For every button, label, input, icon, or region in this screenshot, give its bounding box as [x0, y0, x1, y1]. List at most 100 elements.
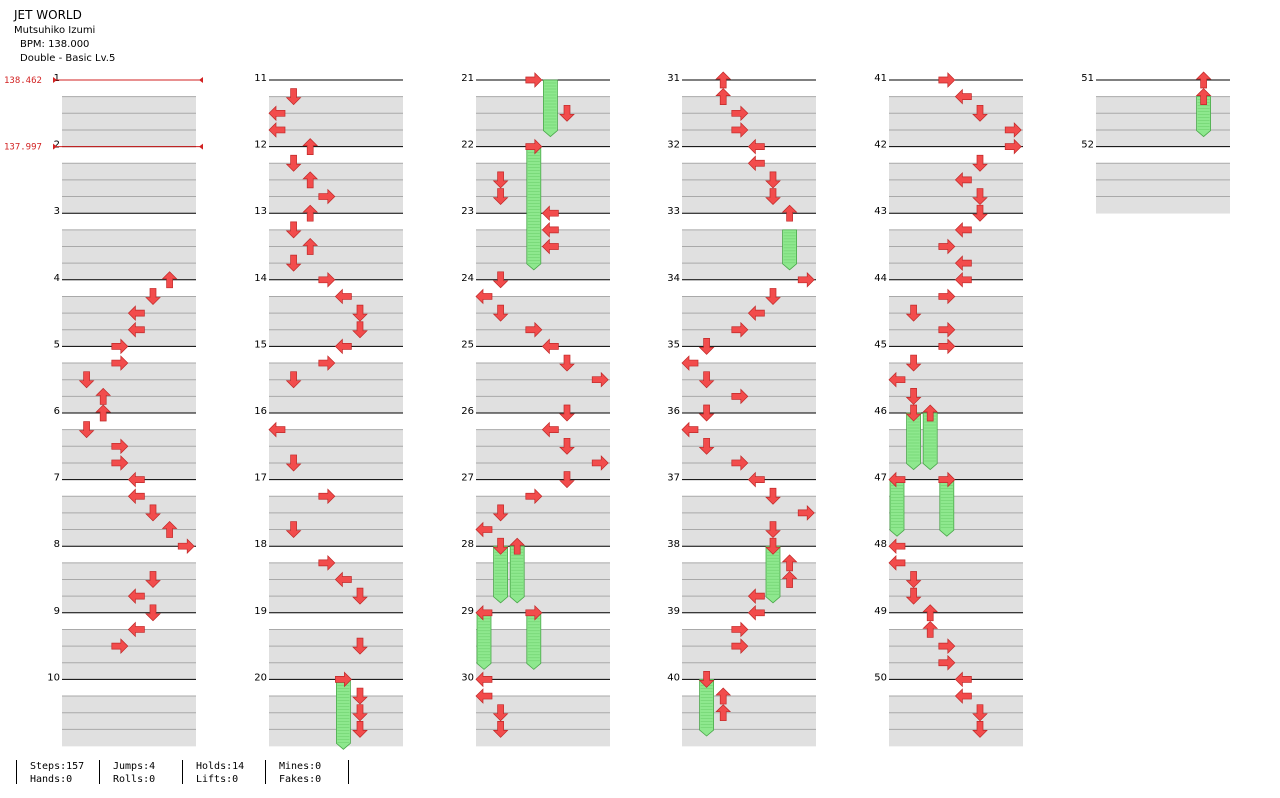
step-arrow — [145, 604, 161, 622]
beat-band — [682, 696, 816, 714]
step-arrow — [954, 222, 972, 238]
beat-band — [476, 462, 610, 480]
step-arrow — [352, 687, 368, 705]
beat-band — [269, 446, 403, 464]
beat-band — [476, 712, 610, 730]
step-arrow — [492, 504, 509, 522]
step-arrow — [161, 521, 178, 538]
beat-band — [889, 163, 1023, 181]
beat-band — [682, 113, 816, 131]
step-arrow — [352, 637, 368, 655]
step-arrow — [765, 288, 781, 305]
measure-number: 17 — [254, 473, 267, 484]
beat-band — [889, 562, 1023, 580]
stat-fakes: Fakes:0 — [279, 774, 322, 785]
stats-divider — [16, 760, 17, 784]
step-arrow — [905, 404, 922, 422]
beat-band — [62, 129, 196, 147]
step-arrow — [938, 72, 956, 88]
stat-mines: Mines:0 — [279, 761, 322, 772]
step-arrow — [145, 504, 161, 522]
step-arrow — [318, 355, 336, 371]
beat-band — [1096, 179, 1230, 197]
measure-number: 20 — [254, 672, 267, 683]
step-arrow — [681, 355, 699, 371]
beat-band — [476, 313, 610, 331]
beat-band — [62, 429, 196, 447]
step-arrow — [922, 620, 939, 638]
beat-band — [476, 196, 610, 214]
measure-number: 30 — [461, 672, 474, 683]
step-arrow — [127, 471, 145, 488]
step-arrow — [747, 604, 765, 621]
measure-number: 15 — [254, 339, 267, 350]
step-arrow — [145, 571, 161, 588]
step-arrow — [591, 455, 609, 471]
beat-band — [682, 529, 816, 547]
beat-band — [682, 629, 816, 647]
step-arrow — [888, 555, 906, 571]
beat-band — [62, 462, 196, 480]
measure-number: 49 — [874, 606, 887, 617]
step-arrow — [335, 671, 352, 688]
step-arrow — [731, 122, 749, 138]
measure-number: 3 — [54, 206, 60, 217]
step-arrow — [938, 654, 956, 671]
step-arrow — [731, 638, 749, 654]
stat-group-mines: Mines:0 Fakes:0 — [279, 760, 321, 786]
beat-band — [682, 179, 816, 197]
measure-number: 34 — [667, 273, 680, 284]
step-arrow — [541, 421, 559, 438]
step-arrow — [525, 321, 543, 338]
step-arrow — [525, 72, 543, 88]
hold-body — [509, 545, 525, 604]
measure-number: 1 — [54, 73, 60, 84]
measure-number: 31 — [667, 73, 680, 84]
beat-band — [62, 646, 196, 664]
beat-band — [62, 179, 196, 197]
step-arrow — [765, 537, 781, 555]
step-arrow — [559, 104, 575, 122]
beat-band — [682, 163, 816, 181]
hold-body — [493, 545, 508, 604]
measure-number: 25 — [461, 339, 474, 350]
step-arrow — [475, 604, 493, 621]
step-arrow — [111, 438, 129, 455]
beat-band — [269, 129, 403, 147]
measure-number: 29 — [461, 606, 474, 617]
step-arrow — [318, 271, 336, 288]
beat-band — [269, 163, 403, 181]
step-arrow — [302, 138, 319, 155]
stats-divider — [182, 760, 183, 784]
beat-band — [269, 379, 403, 397]
beat-band — [889, 113, 1023, 131]
step-arrow — [509, 537, 526, 555]
beat-band — [682, 512, 816, 530]
beat-band — [682, 396, 816, 414]
step-arrow — [747, 155, 765, 172]
beat-band — [889, 596, 1023, 614]
beat-band — [476, 529, 610, 547]
step-arrow — [525, 488, 543, 505]
beat-band — [62, 662, 196, 680]
beat-band — [682, 712, 816, 730]
beat-band — [682, 96, 816, 114]
step-arrow — [1195, 88, 1212, 106]
step-arrow — [731, 105, 749, 122]
step-arrow — [938, 321, 956, 338]
step-arrow — [111, 355, 129, 371]
step-arrow — [938, 471, 956, 488]
beat-band — [889, 512, 1023, 530]
beat-band — [269, 296, 403, 314]
step-arrow — [285, 371, 302, 389]
measure-number: 44 — [874, 273, 887, 284]
step-arrow — [127, 588, 145, 604]
step-arrow — [954, 255, 972, 271]
step-arrow — [888, 471, 906, 488]
beat-band — [476, 329, 610, 347]
hold-body — [922, 412, 938, 471]
stat-steps: Steps:157 — [30, 761, 85, 772]
stat-jumps: Jumps:4 — [113, 761, 156, 772]
beat-band — [269, 263, 403, 281]
beat-band — [682, 263, 816, 281]
